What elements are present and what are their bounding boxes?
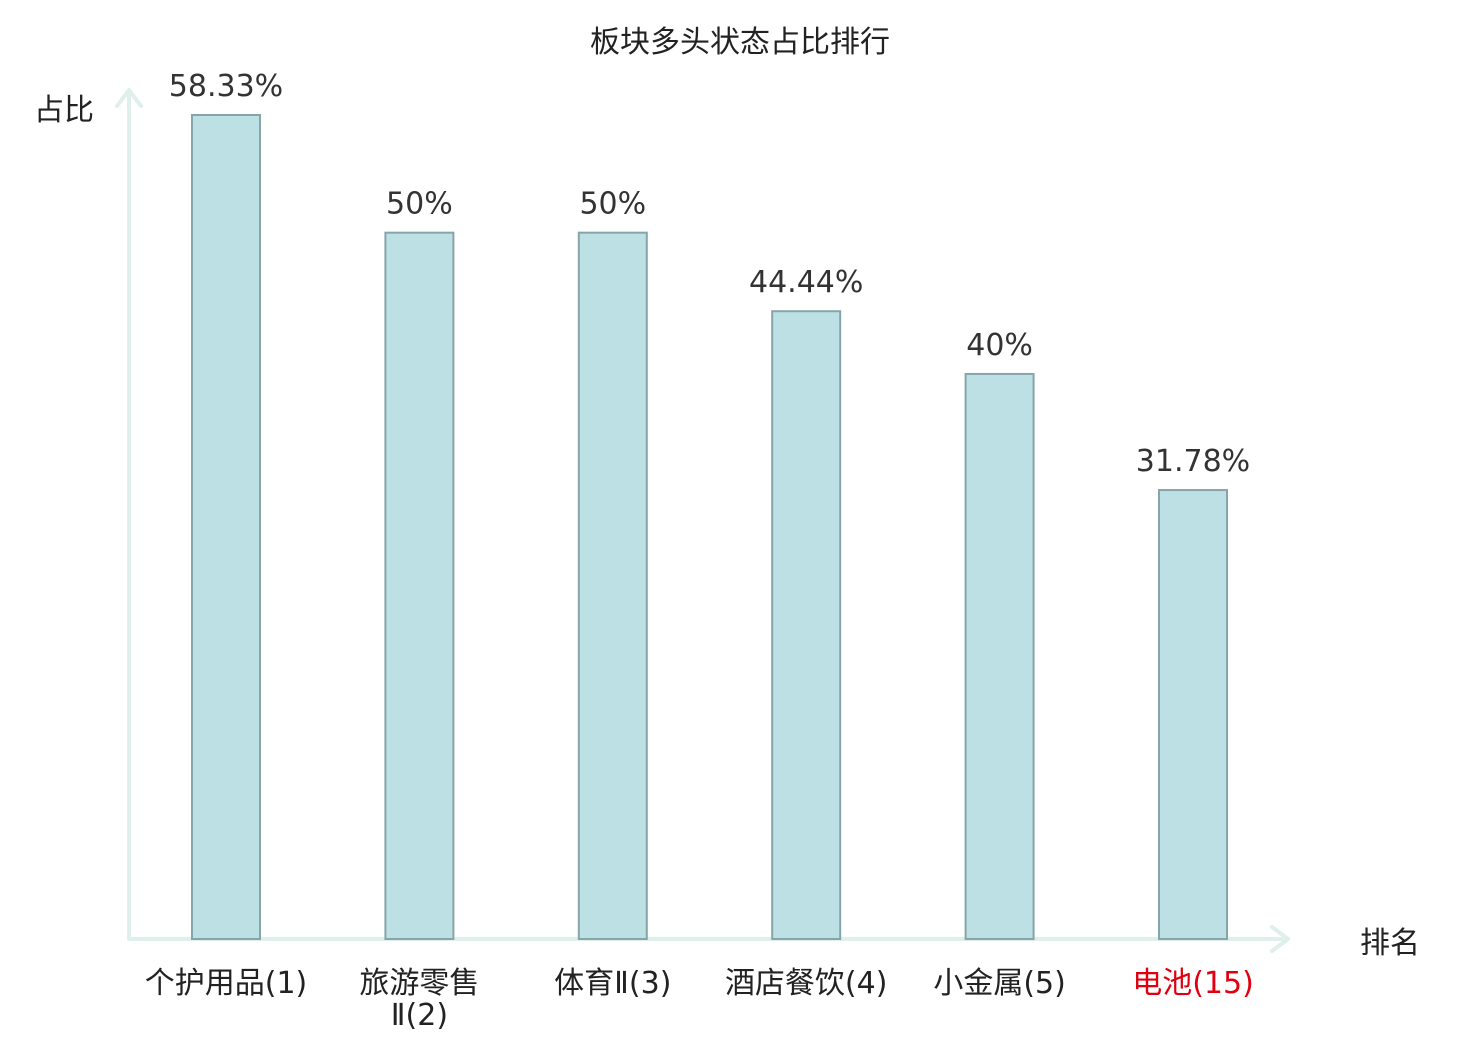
category-label: Ⅱ(2) [391,998,448,1033]
value-label: 44.44% [749,265,863,300]
x-axis-label: 排名 [1360,926,1420,961]
x-axis [127,925,1290,953]
category-label: 电池(15) [1132,966,1254,1001]
value-label: 40% [966,328,1033,363]
category-label: 酒店餐饮(4) [725,966,888,1001]
value-label: 50% [579,187,646,222]
y-axis-label: 占比 [34,93,94,128]
bar [577,231,648,940]
y-axis [115,88,143,941]
value-label: 58.33% [169,69,283,104]
bar [384,231,455,940]
bar [771,310,842,940]
bar [964,372,1035,940]
category-label: 个护用品(1) [145,966,308,1001]
category-label: 旅游零售 [359,966,479,1001]
bar [191,114,261,940]
category-label: 体育Ⅱ(3) [554,966,671,1001]
bar [1158,489,1228,940]
value-label: 50% [386,187,453,222]
value-label: 31.78% [1136,444,1250,479]
chart-title: 板块多头状态占比排行 [590,25,890,60]
category-label: 小金属(5) [933,966,1066,1001]
